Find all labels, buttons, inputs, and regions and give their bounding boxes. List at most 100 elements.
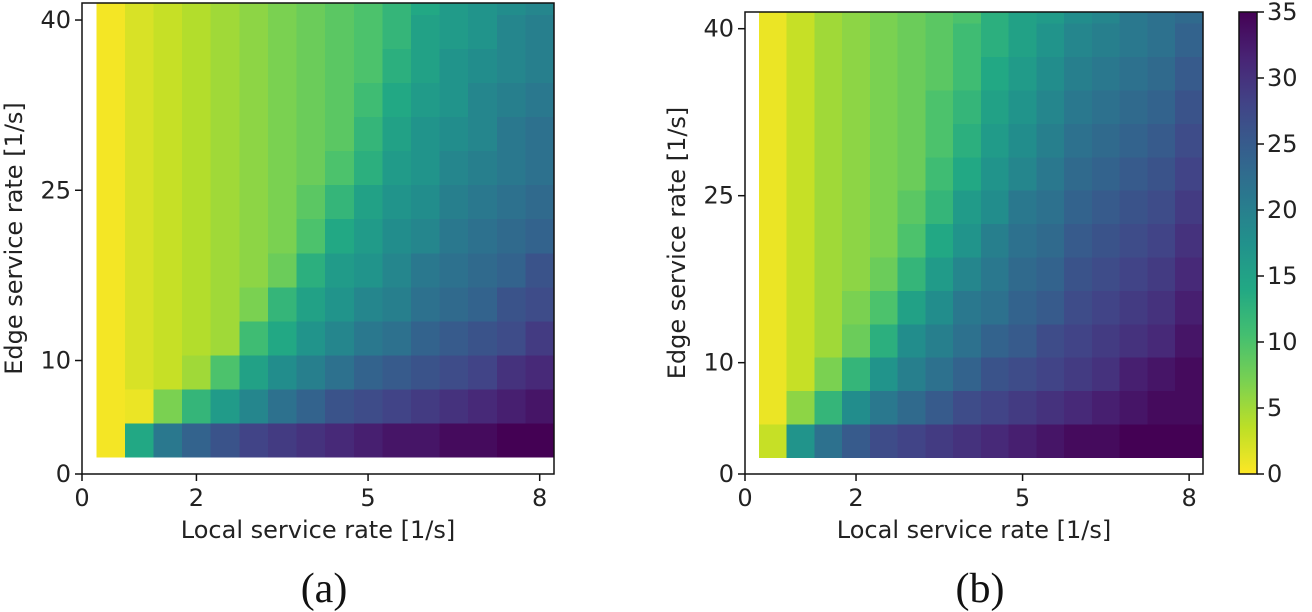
heatmap-cell xyxy=(439,354,469,390)
heatmap-cell xyxy=(1147,89,1176,124)
heatmap-cell xyxy=(239,354,269,390)
heatmap-cell xyxy=(842,290,871,325)
heatmap-cell xyxy=(496,82,526,118)
heatmap-cell xyxy=(96,150,126,186)
heatmap-cell xyxy=(296,3,326,15)
heatmap-cell xyxy=(1175,223,1204,258)
heatmap-cell xyxy=(842,323,871,358)
heatmap-cell xyxy=(182,3,212,15)
heatmap-cell xyxy=(267,116,298,152)
x-axis-label-b: Local service rate [1/s] xyxy=(837,516,1111,544)
heatmap-cell xyxy=(1091,290,1121,325)
heatmap-cell xyxy=(182,116,212,152)
heatmap-cell xyxy=(1147,323,1176,358)
heatmap-cell xyxy=(869,190,899,225)
heatmap-cell xyxy=(267,252,298,288)
heatmap-cell xyxy=(210,388,240,424)
heatmap-cell xyxy=(1147,423,1176,458)
heatmap-cell xyxy=(496,184,526,220)
heatmap-cell xyxy=(182,354,212,390)
heatmap-cell xyxy=(296,184,326,220)
heatmap-cell xyxy=(210,116,240,152)
heatmap-cell xyxy=(182,422,212,458)
heatmap-cell xyxy=(1119,223,1149,258)
heatmap-cell xyxy=(382,252,412,288)
y-tick-label: 10 xyxy=(703,349,734,377)
heatmap-cell xyxy=(382,388,412,424)
heatmap-cell xyxy=(758,156,788,191)
heatmap-cell xyxy=(814,290,843,325)
heatmap-cell xyxy=(353,388,383,424)
heatmap-cell xyxy=(410,14,441,49)
heatmap-cell xyxy=(296,252,326,288)
heatmap-cell xyxy=(897,423,927,458)
heatmap-cell xyxy=(182,286,212,322)
heatmap-cell xyxy=(410,218,441,254)
heatmap-cell xyxy=(382,286,412,322)
heatmap-cell xyxy=(953,56,982,91)
heatmap-cell xyxy=(296,48,326,84)
heatmap-cell xyxy=(353,218,383,254)
heatmap-cell xyxy=(410,320,441,356)
heatmap-cell xyxy=(925,23,954,58)
heatmap-cell xyxy=(525,116,555,152)
heatmap-cell xyxy=(153,422,183,458)
colorbar-gradient xyxy=(1239,12,1257,474)
heatmap-cell xyxy=(758,223,788,258)
heatmap-cell xyxy=(1008,256,1038,291)
heatmap-cell xyxy=(758,190,788,225)
heatmap-cell xyxy=(1008,123,1038,158)
heatmap-cell xyxy=(842,256,871,291)
panel-caption-a: (a) xyxy=(301,566,348,612)
heatmap-cell xyxy=(786,190,815,225)
heatmap-cell xyxy=(496,422,526,458)
heatmap-cell xyxy=(842,123,871,158)
heatmap-cell xyxy=(869,323,899,358)
heatmap-cell xyxy=(1175,89,1204,124)
heatmap-cell xyxy=(525,320,555,356)
heatmap-cell xyxy=(814,156,843,191)
heatmap-cell xyxy=(1064,89,1093,124)
heatmap-cell xyxy=(525,150,555,186)
heatmap-cell xyxy=(325,320,355,356)
heatmap-cell xyxy=(980,23,1010,58)
heatmap-cell xyxy=(1091,256,1121,291)
heatmap-cell xyxy=(1175,390,1204,425)
heatmap-cell xyxy=(153,116,183,152)
heatmap-cell xyxy=(525,422,555,458)
heatmap-cell xyxy=(869,256,899,291)
heatmap-cell xyxy=(1119,23,1149,58)
x-axis-label-a: Local service rate [1/s] xyxy=(181,516,455,544)
heatmap-cell xyxy=(925,56,954,91)
heatmap-cell xyxy=(296,14,326,49)
heatmap-cell xyxy=(1175,12,1204,24)
heatmap-cell xyxy=(267,82,298,118)
heatmap-cell xyxy=(1036,256,1065,291)
y-axis-label-b: Edge service rate [1/s] xyxy=(663,107,691,380)
heatmap-cell xyxy=(897,190,927,225)
heatmap-cell xyxy=(239,286,269,322)
heatmap-cell xyxy=(953,156,982,191)
heatmap-cell xyxy=(353,286,383,322)
heatmap-cell xyxy=(1036,357,1065,392)
heatmap-cell xyxy=(325,422,355,458)
heatmap-cell xyxy=(439,286,469,322)
heatmap-cell xyxy=(1064,190,1093,225)
heatmap-cell xyxy=(410,388,441,424)
heatmap-cell xyxy=(842,23,871,58)
heatmap-cell xyxy=(897,89,927,124)
heatmap-cell xyxy=(439,218,469,254)
heatmap-cells-a xyxy=(96,3,555,458)
heatmap-cell xyxy=(1147,256,1176,291)
heatmap-cell xyxy=(1008,156,1038,191)
heatmap-cell xyxy=(439,116,469,152)
heatmap-cell xyxy=(239,3,269,15)
heatmap-cell xyxy=(1036,123,1065,158)
heatmap-cell xyxy=(267,320,298,356)
heatmap-cell xyxy=(1008,323,1038,358)
heatmap-cell xyxy=(786,123,815,158)
heatmap-cell xyxy=(525,354,555,390)
heatmap-cell xyxy=(1064,357,1093,392)
heatmap-cell xyxy=(325,3,355,15)
